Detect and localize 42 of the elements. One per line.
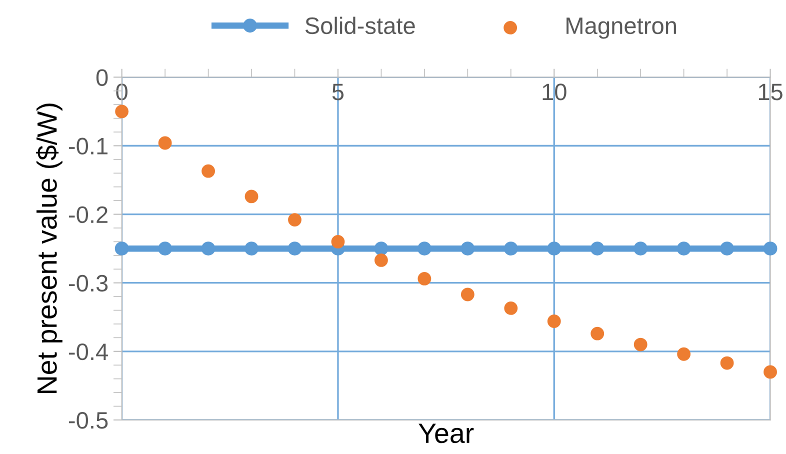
point (331, 235, 345, 248)
point (158, 136, 172, 150)
x-axis-title: Year (418, 424, 474, 444)
y-tick-label: -0.2 (69, 206, 108, 224)
point (590, 326, 604, 340)
point (460, 242, 475, 256)
point (115, 104, 129, 118)
point (504, 242, 518, 256)
point (590, 242, 604, 256)
y-tick-label: -0.1 (69, 138, 108, 155)
point (158, 242, 172, 256)
legend-label: Magnetron (566, 18, 676, 39)
point (460, 288, 474, 302)
y-tick-label: 0 (96, 69, 108, 86)
point (417, 242, 432, 256)
point (244, 242, 258, 256)
point (634, 242, 648, 256)
point (244, 190, 258, 204)
point (288, 213, 302, 226)
point (676, 242, 691, 256)
point (504, 302, 518, 315)
x-tick-label: 0 (116, 84, 128, 100)
y-tick-label: -0.5 (69, 412, 108, 429)
y-tick-label: -0.3 (69, 274, 108, 292)
point (634, 338, 648, 352)
y-tick-label: -0.4 (69, 343, 108, 360)
point (202, 164, 215, 178)
point (374, 242, 388, 256)
y-axis-title: Net present value ($/W) (36, 104, 62, 393)
point (720, 356, 734, 370)
point (547, 242, 562, 256)
point (374, 254, 388, 267)
point (677, 347, 691, 361)
legend-label: Solid-state (305, 16, 415, 34)
point (763, 242, 778, 256)
point (288, 242, 302, 256)
point (114, 242, 129, 256)
point (720, 242, 734, 256)
point (201, 242, 216, 256)
point (418, 272, 432, 286)
point (547, 314, 561, 328)
point (764, 365, 777, 379)
